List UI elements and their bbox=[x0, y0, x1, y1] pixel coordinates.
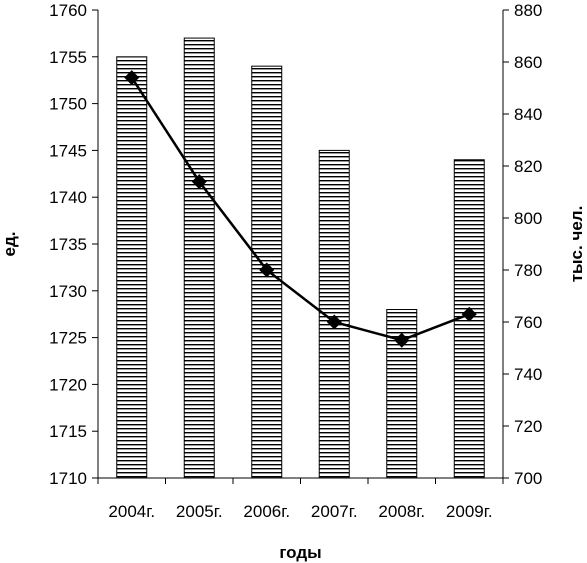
left-tick-label: 1710 bbox=[49, 469, 87, 488]
left-tick-label: 1750 bbox=[49, 95, 87, 114]
x-axis-title: годы bbox=[279, 543, 321, 562]
bars-layer bbox=[116, 37, 485, 479]
right-tick-label: 840 bbox=[514, 105, 542, 124]
left-tick-label: 1740 bbox=[49, 188, 87, 207]
left-tick-label: 1760 bbox=[49, 1, 87, 20]
axes-layer bbox=[92, 9, 509, 484]
bar-2004г. bbox=[116, 56, 148, 479]
left-tick-label: 1730 bbox=[49, 282, 87, 301]
right-tick-label: 780 bbox=[514, 261, 542, 280]
left-tick-label: 1735 bbox=[49, 235, 87, 254]
line-marker-2006г. bbox=[259, 262, 275, 278]
x-tick-label: 2007г. bbox=[311, 502, 358, 521]
x-tick-label: 2004г. bbox=[108, 502, 155, 521]
left-tick-label: 1745 bbox=[49, 141, 87, 160]
bar-2005г. bbox=[183, 37, 215, 479]
x-tick-label: 2006г. bbox=[243, 502, 290, 521]
right-tick-label: 820 bbox=[514, 157, 542, 176]
right-tick-label: 800 bbox=[514, 209, 542, 228]
left-tick-label: 1755 bbox=[49, 48, 87, 67]
left-tick-label: 1715 bbox=[49, 422, 87, 441]
line-marker-2004г. bbox=[124, 70, 140, 86]
right-tick-label: 740 bbox=[514, 365, 542, 384]
right-tick-label: 760 bbox=[514, 313, 542, 332]
x-tick-label: 2008г. bbox=[378, 502, 425, 521]
right-tick-label: 880 bbox=[514, 1, 542, 20]
right-tick-label: 700 bbox=[514, 469, 542, 488]
right-tick-label: 720 bbox=[514, 417, 542, 436]
line-layer bbox=[124, 70, 477, 348]
left-tick-label: 1720 bbox=[49, 375, 87, 394]
right-tick-label: 860 bbox=[514, 53, 542, 72]
left-axis-title: ед. bbox=[0, 232, 19, 257]
x-tick-label: 2009г. bbox=[446, 502, 493, 521]
right-axis-title: тыс. чел. bbox=[567, 206, 586, 283]
series-line bbox=[130, 76, 470, 342]
line-marker-2009г. bbox=[461, 306, 477, 322]
line-marker-2008г. bbox=[394, 332, 410, 348]
left-tick-label: 1725 bbox=[49, 329, 87, 348]
line-marker-2005г. bbox=[191, 174, 207, 190]
x-tick-label: 2005г. bbox=[176, 502, 223, 521]
line-marker-2007г. bbox=[326, 314, 342, 330]
